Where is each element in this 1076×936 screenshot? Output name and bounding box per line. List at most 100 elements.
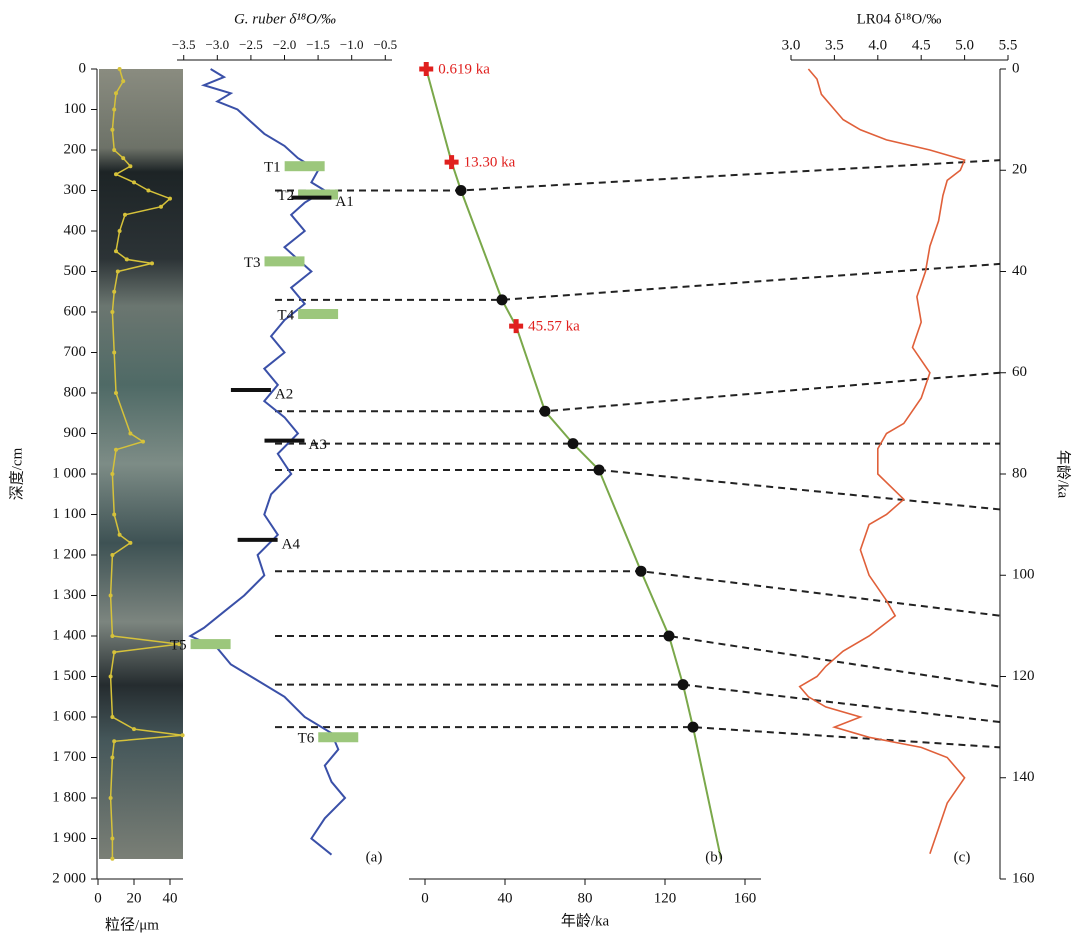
x-tick-label: 20 — [127, 890, 142, 906]
y-tick-label: 900 — [64, 425, 87, 441]
x-tick-label: 80 — [578, 890, 593, 906]
grain-point — [128, 541, 132, 545]
y-tick-label: 200 — [64, 141, 87, 157]
grain-point — [110, 128, 114, 132]
interval-bar — [231, 388, 271, 392]
y-tick-label: 1 200 — [52, 546, 86, 562]
grain-point — [112, 148, 116, 152]
y2-tick-label: 140 — [1012, 769, 1035, 785]
tie-point — [636, 566, 647, 577]
y-tick-label: 1 400 — [52, 627, 86, 643]
grain-point — [121, 79, 125, 83]
tie-point — [688, 722, 699, 733]
interval-bar — [318, 732, 358, 742]
x-tick-label: 4.5 — [912, 37, 931, 53]
x-tick-label: 0 — [94, 890, 102, 906]
data-line — [426, 69, 721, 859]
panel-label: (b) — [705, 849, 723, 865]
grain-point — [181, 733, 185, 737]
grain-point — [123, 213, 127, 217]
core-image — [99, 69, 183, 859]
y-tick-label: 500 — [64, 263, 87, 279]
grain-point — [110, 634, 114, 638]
x-tick-label: 5.0 — [955, 37, 974, 53]
y-tick-label: 1 300 — [52, 587, 86, 603]
y2-tick-label: 100 — [1012, 567, 1035, 583]
dated-point — [445, 155, 459, 169]
x-tick-label: 40 — [498, 890, 513, 906]
y-tick-label: 100 — [64, 101, 87, 117]
grain-point — [168, 197, 172, 201]
tie-point — [594, 464, 605, 475]
y-tick-label: 300 — [64, 182, 87, 198]
y-tick-label: 1 500 — [52, 668, 86, 684]
y-tick-label: 700 — [64, 344, 87, 360]
interval-label: T6 — [298, 731, 315, 747]
grain-point — [109, 594, 113, 598]
grain-point — [114, 448, 118, 452]
grain-point — [112, 513, 116, 517]
y2-tick-label: 80 — [1012, 465, 1027, 481]
interval-label: T4 — [277, 307, 294, 323]
interval-label: A3 — [309, 437, 327, 453]
x-axis-label: 粒径/μm — [105, 916, 159, 933]
x-axis-label: LR04 δ¹⁸O/‰ — [857, 11, 942, 27]
panel-label: (a) — [366, 849, 383, 865]
grain-point — [114, 249, 118, 253]
y-tick-label: 1 900 — [52, 830, 86, 846]
grain-point — [146, 189, 150, 193]
y-tick-label: 1 600 — [52, 708, 86, 724]
grain-point — [114, 391, 118, 395]
y-tick-label: 800 — [64, 384, 87, 400]
grain-point — [109, 675, 113, 679]
x-tick-label: −2.5 — [239, 37, 263, 52]
x-tick-label: 4.0 — [868, 37, 887, 53]
grain-point — [110, 715, 114, 719]
y2-tick-label: 60 — [1012, 364, 1027, 380]
figure: 01002003004005006007008009001 0001 1001 … — [0, 0, 1076, 936]
interval-label: T1 — [264, 160, 281, 176]
x-tick-label: −3.5 — [172, 37, 196, 52]
interval-bar — [238, 538, 278, 542]
grain-point — [112, 650, 116, 654]
date-label: 0.619 ka — [438, 61, 490, 77]
date-label: 13.30 ka — [464, 155, 516, 171]
x-tick-label: 3.0 — [782, 37, 801, 53]
grain-point — [109, 796, 113, 800]
grain-point — [110, 756, 114, 760]
y2-tick-label: 20 — [1012, 162, 1027, 178]
tie-line — [275, 636, 1000, 687]
tie-point — [456, 185, 467, 196]
y2-axis-label: 年龄/ka — [1055, 450, 1072, 499]
grain-point — [128, 164, 132, 168]
grain-point — [121, 156, 125, 160]
x-tick-label: −1.5 — [306, 37, 330, 52]
y-tick-label: 2 000 — [52, 870, 86, 886]
tie-line — [275, 160, 1000, 190]
x-tick-label: 0 — [421, 890, 429, 906]
x-tick-label: 40 — [163, 890, 178, 906]
y2-tick-label: 120 — [1012, 668, 1035, 684]
grain-point — [112, 108, 116, 112]
interval-bar — [285, 161, 325, 171]
y-tick-label: 1 100 — [52, 506, 86, 522]
x-tick-label: 3.5 — [825, 37, 844, 53]
interval-label: T5 — [170, 638, 187, 654]
x-tick-label: 120 — [654, 890, 677, 906]
tie-point — [568, 438, 579, 449]
tie-line — [275, 727, 1000, 747]
y-axis-label: 深度/cm — [8, 447, 25, 500]
interval-label: A4 — [282, 536, 301, 552]
grain-point — [110, 472, 114, 476]
dated-point — [419, 62, 433, 76]
x-tick-label: −0.5 — [373, 37, 397, 52]
y2-tick-label: 40 — [1012, 263, 1027, 279]
y-tick-label: 0 — [79, 60, 87, 76]
grain-point — [114, 172, 118, 176]
data-line — [800, 69, 965, 854]
interval-label: A1 — [335, 194, 353, 210]
grain-point — [110, 857, 114, 861]
tie-point — [664, 631, 675, 642]
y-tick-label: 1 800 — [52, 789, 86, 805]
grain-point — [159, 205, 163, 209]
